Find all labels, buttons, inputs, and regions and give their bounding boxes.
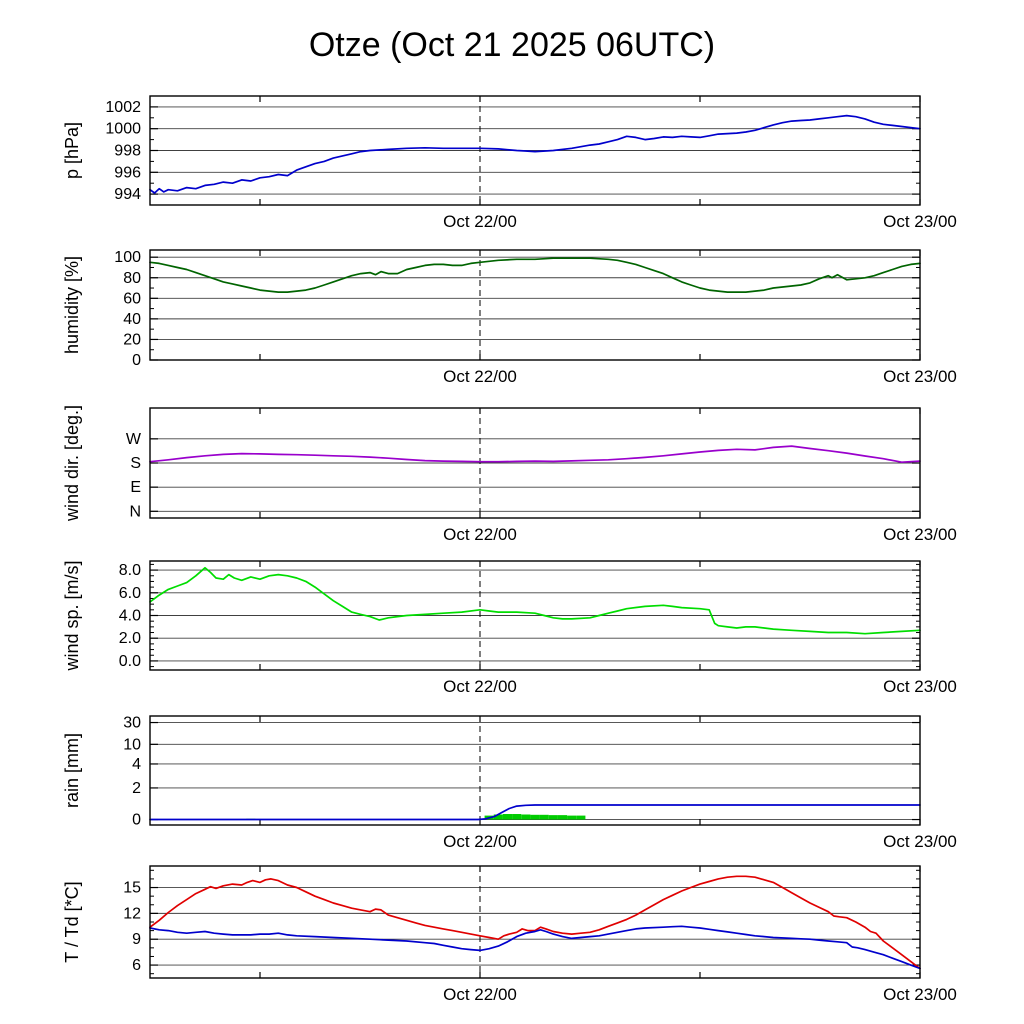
ytick-label: N (129, 503, 141, 520)
ytick-label: S (130, 455, 141, 472)
xtick-label: Oct 22/00 (443, 212, 517, 231)
series-rain-accum (149, 804, 921, 821)
panel-temperature: 6 9 12 15 Oct 22/00 Oct 23/00 T / Td [*C] (62, 865, 957, 1004)
rain-rate-bars (548, 815, 558, 820)
ytick-label: W (126, 431, 142, 448)
plot-border (149, 715, 921, 826)
series-p (149, 114, 921, 194)
xtick-label: Oct 23/00 (883, 832, 957, 851)
plot-border (149, 249, 921, 361)
ytick-label: 2 (132, 780, 141, 797)
ytick-label: 12 (123, 905, 141, 922)
rain-rate-bars (539, 814, 549, 820)
series-wind-dir (149, 445, 921, 464)
rain-rate-bars (512, 814, 522, 820)
rain-rate-bars (502, 814, 513, 820)
xtick-label: Oct 22/00 (443, 985, 517, 1004)
ylabel-humidity: humidity [%] (62, 256, 82, 354)
series-wind-speed (149, 566, 921, 635)
rain-rate-bars (493, 814, 503, 820)
ytick-label: 0 (132, 352, 141, 369)
ytick-label: 998 (114, 143, 141, 160)
xtick-label: Oct 22/00 (443, 832, 517, 851)
xtick-label: Oct 23/00 (883, 985, 957, 1004)
series-dewpoint-Td (149, 925, 921, 970)
ytick-label: 8.0 (119, 562, 141, 579)
xtick-label: Oct 22/00 (443, 525, 517, 544)
plot-border (149, 560, 921, 671)
ytick-label: 9 (132, 931, 141, 948)
ytick-label: E (130, 479, 141, 496)
rain-rate-bars (530, 814, 540, 820)
rain-rate-bars (521, 814, 531, 820)
ytick-label: 1000 (105, 121, 141, 138)
ytick-label: 20 (123, 331, 141, 348)
ytick-label: 1002 (105, 99, 141, 116)
ytick-label: 6.0 (119, 585, 141, 602)
plot-border (149, 407, 921, 519)
panel-wind-speed: 0.0 2.0 4.0 6.0 8.0 Oct 22/00 Oct 23/00 wind sp… (62, 560, 957, 696)
rain-rate-bars (557, 815, 568, 820)
ylabel-temperature: T / Td [*C] (62, 881, 82, 962)
ytick-label: 2.0 (119, 630, 141, 647)
xtick-label: Oct 23/00 (883, 525, 957, 544)
ytick-label: 40 (123, 311, 141, 328)
xtick-label: Oct 23/00 (883, 212, 957, 231)
ylabel-wind-direction: wind dir. [deg.] (62, 405, 82, 522)
rain-rate-bars (576, 815, 586, 820)
rain-rate-bars (567, 815, 577, 820)
plot-border (149, 95, 921, 206)
ylabel-wind-speed: wind sp. [m/s] (62, 560, 82, 671)
xtick-label: Oct 22/00 (443, 367, 517, 386)
xtick-label: Oct 22/00 (443, 677, 517, 696)
panel-rain: 0 2 4 10 30 Oct 22/00 Oct 23/00 rain [mm] (62, 715, 957, 851)
xtick-label: Oct 23/00 (883, 367, 957, 386)
ytick-label: 60 (123, 290, 141, 307)
ytick-label: 4.0 (119, 608, 141, 625)
ytick-label: 6 (132, 957, 141, 974)
ytick-label: 10 (123, 736, 141, 753)
ylabel-rain: rain [mm] (62, 733, 82, 808)
series-humidity (149, 257, 921, 293)
panel-humidity: 0 20 40 60 80 100 Oct 22/00 Oct 23/00 humidity [… (62, 249, 957, 386)
plot-border (149, 865, 921, 979)
ytick-label: 15 (123, 880, 141, 897)
ytick-label: 4 (132, 756, 141, 773)
ylabel-pressure: p [hPa] (62, 122, 82, 179)
ytick-label: 100 (114, 249, 141, 266)
panel-pressure: 994 996 998 1000 1002 Oct 22/00 Oct 23/00 p [hP… (62, 95, 957, 231)
ytick-label: 80 (123, 270, 141, 287)
chart-title: Otze (Oct 21 2025 06UTC) (308, 26, 716, 64)
ytick-label: 30 (123, 715, 141, 732)
ytick-label: 996 (114, 164, 141, 181)
series-temperature-T (149, 875, 921, 970)
ytick-label: 0 (132, 812, 141, 829)
ytick-label: 994 (114, 186, 141, 203)
xtick-label: Oct 23/00 (883, 677, 957, 696)
ytick-label: 0.0 (119, 653, 141, 670)
